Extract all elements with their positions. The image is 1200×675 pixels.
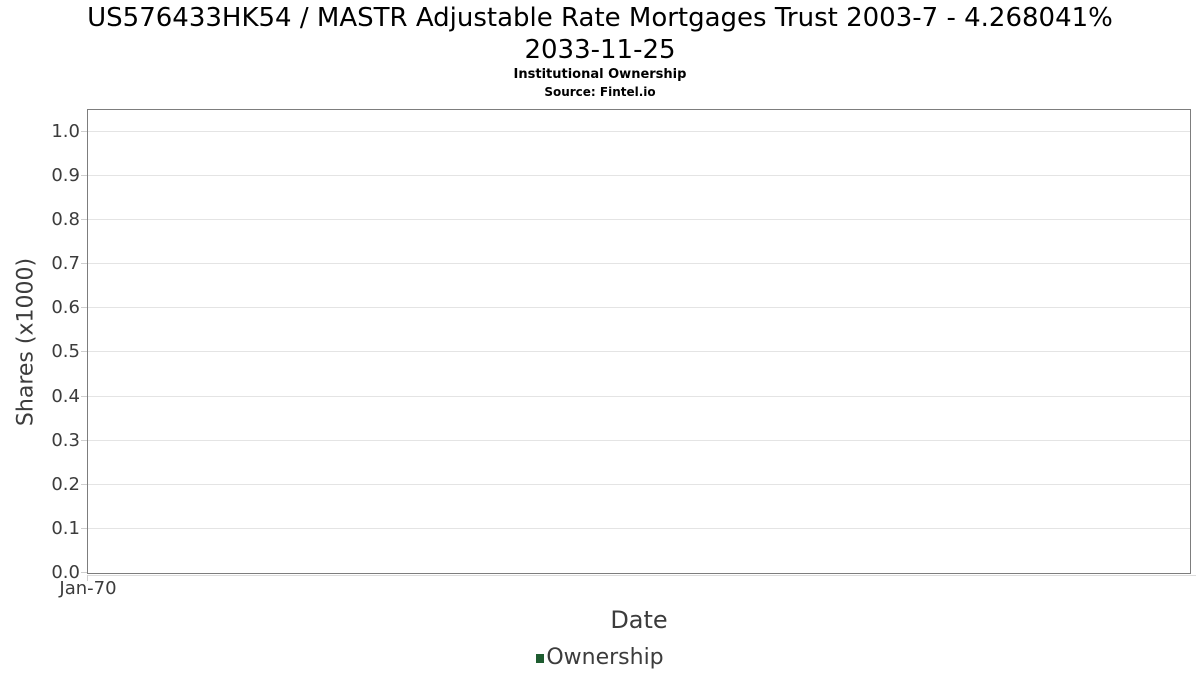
legend-swatch-icon (536, 653, 545, 663)
gridline (88, 351, 1190, 352)
y-tick-mark (81, 263, 87, 264)
gridline (88, 440, 1190, 441)
x-tick-mark (87, 575, 88, 581)
x-tick-label: Jan-70 (59, 578, 117, 599)
y-tick-mark (81, 528, 87, 529)
y-tick-label: 0.5 (51, 341, 80, 362)
chart-title-line2: 2033-11-25 (524, 35, 676, 65)
gridline (88, 131, 1190, 132)
x-axis-line (88, 575, 1196, 576)
y-tick-label: 0.0 (51, 562, 80, 583)
y-tick-label: 0.1 (51, 518, 80, 539)
chart-source: Source: Fintel.io (544, 85, 656, 99)
x-axis-title: Date (610, 606, 668, 634)
y-tick-mark (81, 131, 87, 132)
y-tick-label: 1.0 (51, 121, 80, 142)
y-tick-mark (81, 572, 87, 573)
y-tick-label: 0.7 (51, 253, 80, 274)
legend-label: Ownership (546, 645, 664, 670)
y-tick-label: 0.3 (51, 430, 80, 451)
y-tick-mark (81, 396, 87, 397)
y-tick-mark (81, 440, 87, 441)
y-tick-mark (81, 307, 87, 308)
y-tick-label: 0.2 (51, 474, 80, 495)
y-tick-label: 0.4 (51, 386, 80, 407)
y-tick-label: 0.8 (51, 209, 80, 230)
gridline (88, 396, 1190, 397)
gridline (88, 484, 1190, 485)
y-tick-mark (81, 175, 87, 176)
gridline (88, 307, 1190, 308)
y-tick-mark (81, 484, 87, 485)
y-tick-label: 0.9 (51, 165, 80, 186)
chart-subtitle: Institutional Ownership (513, 67, 687, 82)
gridline (88, 263, 1190, 264)
gridline (88, 219, 1190, 220)
y-tick-mark (81, 219, 87, 220)
plot-area (87, 109, 1191, 574)
legend-item-ownership[interactable]: Ownership (0, 645, 1200, 671)
y-tick-label: 0.6 (51, 297, 80, 318)
y-tick-mark (81, 351, 87, 352)
chart-title-line1: US576433HK54 / MASTR Adjustable Rate Mor… (87, 3, 1113, 33)
gridline (88, 528, 1190, 529)
gridline (88, 175, 1190, 176)
